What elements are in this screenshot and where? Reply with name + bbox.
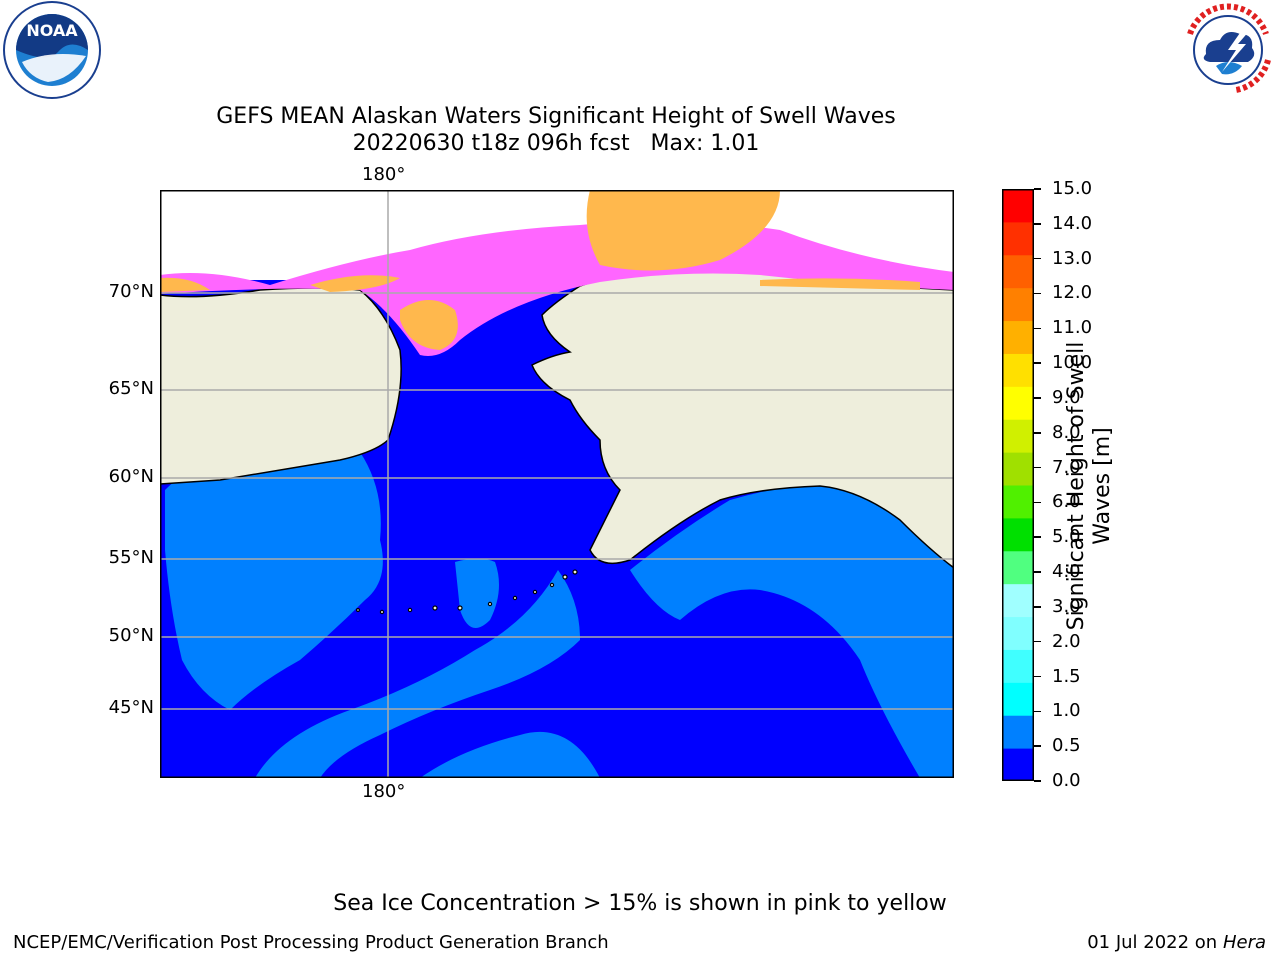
colorbar-segment [1002,320,1034,354]
sea-ice-note: Sea Ice Concentration > 15% is shown in … [333,891,947,916]
colorbar-tick-mark [1034,362,1041,364]
colorbar-segment [1002,715,1034,749]
colorbar-tick-mark [1034,536,1041,538]
colorbar-segment [1002,221,1034,256]
lat-label-70: 70°N [108,281,154,302]
footer-date: 01 Jul 2022 on Hera [1087,932,1266,954]
colorbar-tick-mark [1034,675,1041,678]
lat-label-55: 55°N [108,547,154,568]
swell-region-south-b [420,731,600,778]
footer-machine: Hera [1222,932,1266,953]
lon-label-bottom: 180° [362,781,406,802]
colorbar-segment [1002,254,1034,289]
colorbar-segment [1002,748,1034,781]
colorbar-tick-label: 10.0 [1052,352,1093,374]
colorbar-tick-label: 6.0 [1052,491,1081,513]
swell-region-east [630,480,954,778]
colorbar-segment [1002,386,1034,420]
colorbar-tick-label: 13.0 [1052,247,1093,269]
footer-date-text: 01 Jul 2022 on [1087,932,1223,953]
graticule [160,190,954,778]
colorbar-tick-label: 4.0 [1052,561,1081,583]
colorbar-tick-mark [1034,327,1041,330]
colorbar-tick-label: 1.0 [1052,700,1081,722]
lat-label-50: 50°N [108,625,154,646]
sea-ice-yellow [586,190,780,271]
colorbar-tick-mark [1034,432,1041,434]
sea-ice-yellow-5 [760,278,920,290]
colorbar-tick-mark [1034,780,1041,782]
colorbar-segment [1002,517,1034,552]
swell-region-west [165,448,383,710]
colorbar-tick-mark [1034,257,1041,260]
colorbar-tick-label: 2.0 [1052,630,1081,652]
footer-branch: NCEP/EMC/Verification Post Processing Pr… [13,932,609,953]
colorbar-tick-mark [1034,640,1041,643]
colorbar-segment [1002,353,1034,387]
colorbar-tick-label: 0.5 [1052,735,1081,757]
lat-label-45: 45°N [108,697,154,718]
sea-ice-yellow-2 [400,300,458,350]
colorbar-tick-mark [1034,223,1041,225]
colorbar-tick-label: 1.5 [1052,665,1081,687]
colorbar-segment [1002,287,1034,322]
colorbar-tick-label: 12.0 [1052,282,1093,304]
colorbar-tick-mark [1034,606,1041,608]
colorbar-label-line2: Waves [m] [1090,427,1115,545]
colorbar-segment [1002,452,1034,486]
svg-text:NOAA: NOAA [26,21,78,40]
colorbar-tick-label: 3.0 [1052,595,1081,617]
sea-ice-pink [160,221,954,356]
colorbar-segment [1002,616,1034,650]
swell-region-central [455,558,499,628]
colorbar-tick-label: 0.0 [1052,770,1081,791]
sea-ice-yellow-4 [310,275,400,292]
colorbar-tick-label: 11.0 [1052,317,1093,339]
colorbar-segment [1002,682,1034,716]
colorbar-segment [1002,419,1034,453]
sea-ice-yellow-3 [160,277,210,292]
colorbar-segment [1002,649,1034,683]
land-siberia [160,287,402,485]
lat-label-60: 60°N [108,466,154,487]
colorbar-tick-label: 7.0 [1052,456,1081,478]
colorbar-tick-label: 9.0 [1052,386,1081,408]
colorbar-label-line1: Significant Height of Swell [1064,341,1089,631]
colorbar-tick-mark [1034,188,1041,190]
colorbar-segment [1002,550,1034,585]
colorbar-tick-mark [1034,571,1041,573]
colorbar-tick-label: 5.0 [1052,526,1081,548]
colorbar [1002,189,1034,781]
chart-title: GEFS MEAN Alaskan Waters Significant Hei… [216,104,896,129]
colorbar-tick-label: 14.0 [1052,212,1093,234]
lon-label-top: 180° [362,164,406,185]
colorbar-tick-mark [1034,292,1041,295]
lat-label-65: 65°N [108,378,154,399]
colorbar-tick-mark [1034,745,1041,747]
colorbar-tick-label: 15.0 [1052,178,1093,199]
colorbar-segment [1002,189,1034,223]
noaa-logo: NOAA [0,0,104,104]
colorbar-segment [1002,485,1034,519]
aleutian-islands [356,569,578,615]
swell-region-south [255,570,580,778]
colorbar-tick-mark [1034,501,1041,504]
swell-height-map [160,190,954,778]
colorbar-tick-mark [1034,397,1041,399]
colorbar-tick-label: 8.0 [1052,421,1081,443]
colorbar-tick-mark [1034,466,1041,469]
nws-logo [1176,0,1280,100]
colorbar-tick-mark [1034,710,1041,713]
chart-subtitle: 20220630 t18z 096h fcst Max: 1.01 [352,131,760,156]
colorbar-segment [1002,583,1034,618]
